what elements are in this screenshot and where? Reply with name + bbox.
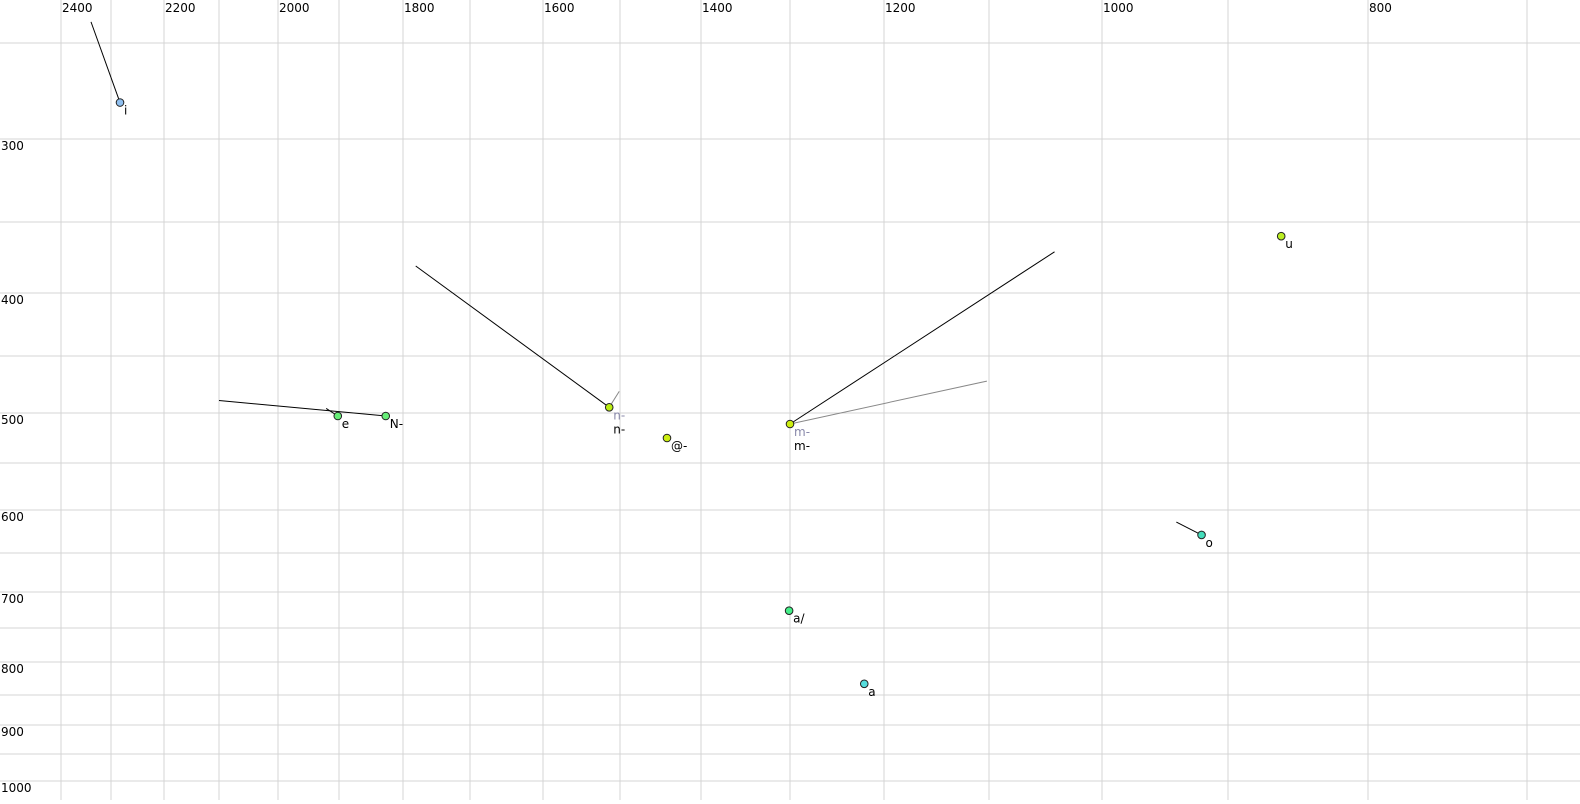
data-label: o [1206, 536, 1213, 550]
y-axis-ticks: 300 400 500 600 700 800 900 1000 [1, 139, 32, 795]
x-tick-label: 2400 [62, 1, 93, 15]
x-tick-label: 1000 [1103, 1, 1134, 15]
y-tick-label: 1000 [1, 781, 32, 795]
y-tick-label: 600 [1, 510, 24, 524]
trajectory-line [90, 21, 121, 103]
y-tick-label: 300 [1, 139, 24, 153]
data-label: i [124, 104, 127, 118]
x-tick-label: 1400 [702, 1, 733, 15]
data-point [785, 419, 795, 429]
data-label: @- [671, 439, 687, 453]
data-point-group: u [1276, 231, 1293, 251]
y-tick-label: 500 [1, 413, 24, 427]
trajectory-line [218, 399, 386, 417]
data-label-ghost: n- [613, 408, 625, 422]
x-tick-label: 1200 [885, 1, 916, 15]
trajectory-line [415, 265, 610, 408]
data-point [859, 679, 869, 689]
data-points: i e N-n-n- @- m-m-u o a/a [115, 98, 1293, 699]
data-label: u [1285, 237, 1293, 251]
x-tick-label: 1600 [544, 1, 575, 15]
y-tick-label: 400 [1, 293, 24, 307]
data-label: m- [794, 439, 810, 453]
data-label: e [342, 417, 349, 431]
data-point [381, 411, 391, 421]
x-tick-label: 2200 [165, 1, 196, 15]
x-tick-label: 2000 [279, 1, 310, 15]
trajectory-line [1176, 521, 1202, 536]
data-point [662, 433, 672, 443]
trajectory-line [789, 380, 988, 425]
trajectory-line [789, 251, 1055, 425]
data-point-group: m-m- [785, 419, 810, 453]
y-tick-label: 800 [1, 662, 24, 676]
data-point-group: o [1197, 530, 1213, 550]
y-tick-label: 700 [1, 592, 24, 606]
trajectories [90, 21, 1202, 536]
data-point [1276, 231, 1286, 241]
data-label: n- [613, 422, 625, 436]
data-point-group: a [859, 679, 876, 699]
data-point [333, 411, 343, 421]
data-point-group: a/ [784, 606, 805, 626]
data-point-group: N- [381, 411, 403, 431]
data-point-group: @- [662, 433, 687, 453]
data-point-group: n-n- [604, 403, 625, 436]
data-point [1197, 530, 1206, 540]
data-point [784, 606, 794, 616]
data-label: a/ [793, 612, 805, 626]
data-label-ghost: m- [794, 425, 810, 439]
data-point-group: e [333, 411, 349, 431]
data-label: N- [390, 417, 403, 431]
x-tick-label: 1800 [404, 1, 435, 15]
data-point [604, 403, 614, 412]
data-point-group: i [115, 98, 127, 118]
y-tick-label: 900 [1, 725, 24, 739]
data-label: a [868, 685, 875, 699]
x-axis-ticks: 2400 2200 2000 1800 1600 1400 1200 1000 800 [62, 1, 1392, 15]
data-point [115, 98, 125, 107]
x-tick-label: 800 [1369, 1, 1392, 15]
